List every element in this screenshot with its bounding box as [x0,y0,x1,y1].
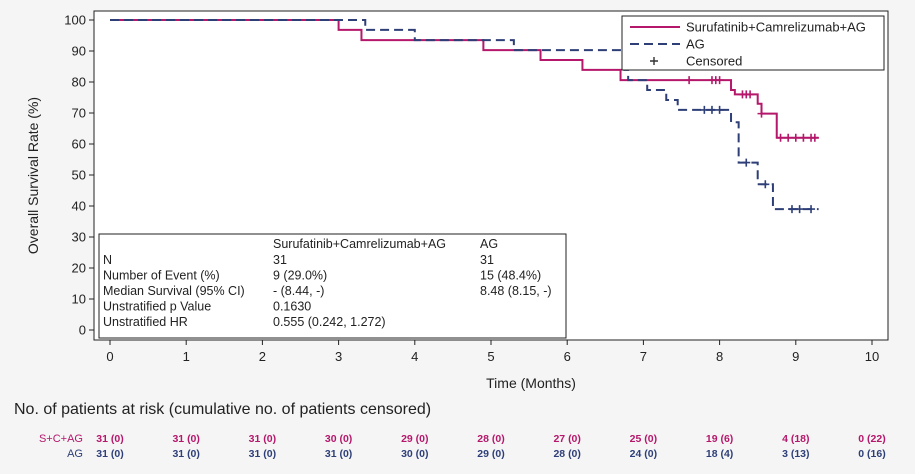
risk-cell: 31 (0) [172,433,200,445]
risk-cell: 31 (0) [248,433,277,445]
stats-table-cell: 0.1630 [273,300,311,314]
censored-mark [707,105,716,114]
censored-mark [776,133,785,142]
stats-table-cell: Median Survival (95% CI) [103,284,245,298]
risk-cell: 28 (0) [477,433,505,445]
risk-cell: 3 (13) [782,448,810,460]
x-tick-label: 10 [865,349,879,364]
risk-cell: 30 (0) [324,433,353,445]
legend-label: AG [686,37,705,52]
censored-mark [784,133,793,142]
y-tick-label: 90 [72,44,86,59]
risk-cell: 30 (0) [401,448,429,460]
risk-cell: 31 (0) [96,448,124,460]
y-tick-label: 50 [72,168,86,183]
survival-curve-ag [110,19,819,211]
y-tick-label: 20 [72,261,86,276]
x-tick-label: 9 [792,349,799,364]
stats-table-cell: 31 [480,253,494,267]
risk-row-combo: S+C+AG 31 (0) 31 (0) 31 (0) 30 (0) 29 (0) 28 (… [0,433,915,447]
risk-cell: 31 (0) [248,448,277,460]
risk-table-title: No. of patients at risk (cumulative no. … [14,401,432,418]
censored-mark [791,133,800,142]
censored-mark [715,105,724,114]
risk-cell: 31 (0) [324,448,353,460]
stats-table-header: Surufatinib+Camrelizumab+AG [273,237,446,251]
stats-table-cell: 15 (48.4%) [480,269,541,283]
censored-mark [742,158,751,167]
x-tick-label: 7 [640,349,647,364]
y-tick-label: 100 [64,13,86,28]
stats-table-cell: 0.555 (0.242, 1.272) [273,315,386,329]
censored-mark [787,205,796,214]
stats-table-cell: 9 (29.0%) [273,269,327,283]
y-axis-label: Overall Survival Rate (%) [25,97,41,254]
censored-mark [810,133,819,142]
stats-table-cell: 8.48 (8.15, -) [480,284,552,298]
y-tick-label: 60 [72,137,86,152]
stats-table-cell: Unstratified p Value [103,300,211,314]
risk-cell: 31 (0) [96,433,124,445]
risk-cell: 18 (4) [705,448,734,460]
y-tick-label: 40 [72,199,86,214]
stats-table-header: AG [480,237,498,251]
stats-table-cell: Number of Event (%) [103,269,220,283]
x-tick-label: 3 [335,349,342,364]
x-tick-label: 2 [259,349,266,364]
censored-mark [795,205,804,214]
risk-row-label: AG [67,448,83,460]
risk-cell: 28 (0) [553,448,581,460]
stats-table-cell: - (8.44, -) [273,284,324,298]
censored-mark [685,76,694,85]
legend-censored-symbol [650,57,658,65]
legend-label: Censored [686,54,742,69]
y-tick-label: 10 [72,292,86,307]
x-tick-label: 4 [411,349,418,364]
censored-mark [807,205,816,214]
risk-cell: 29 (0) [477,448,505,460]
censored-mark [746,90,755,99]
risk-cell: 25 (0) [629,433,658,445]
risk-cell: 24 (0) [629,448,658,460]
risk-cell: 0 (16) [858,448,886,460]
censored-mark [757,109,766,118]
y-tick-label: 70 [72,106,86,121]
risk-cell: 4 (18) [782,433,810,445]
stats-table-cell: Unstratified HR [103,315,188,329]
censored-mark [799,133,808,142]
x-tick-label: 6 [564,349,571,364]
y-tick-label: 80 [72,75,86,90]
risk-cell: 27 (0) [553,433,581,445]
risk-row-label: S+C+AG [38,433,83,445]
stats-table-box [98,233,567,339]
censored-mark [700,105,709,114]
stats-table-cell: 31 [273,253,287,267]
censored-mark [715,76,724,85]
risk-cell: 19 (6) [705,433,734,445]
x-tick-label: 8 [716,349,723,364]
x-tick-label: 5 [487,349,494,364]
stats-table-cell: N [103,253,112,267]
risk-cell: 31 (0) [172,448,200,460]
legend-label: Surufatinib+Camrelizumab+AG [686,20,866,35]
x-axis-label: Time (Months) [486,375,576,391]
y-tick-label: 30 [72,230,86,245]
risk-cell: 29 (0) [401,433,429,445]
risk-row-ag: AG 31 (0) 31 (0) 31 (0) 31 (0) 30 (0) 29 (0) 28… [0,448,915,462]
km-survival-chart: 0 10 20 30 40 50 60 70 80 90 100 0 1 2 3 4 5 6 7 8 9 10 Time (… [25,10,889,391]
y-tick-label: 0 [79,323,86,338]
survival-curve-combo [110,19,819,139]
risk-cell: 0 (22) [858,433,886,445]
x-tick-label: 1 [183,349,190,364]
x-tick-label: 0 [106,349,113,364]
censored-mark [761,180,770,189]
